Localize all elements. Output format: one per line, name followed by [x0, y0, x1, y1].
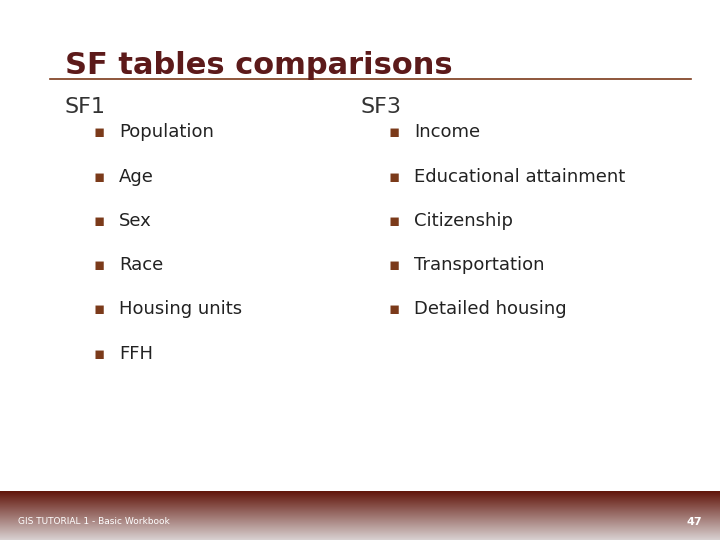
Text: ▪: ▪ [94, 300, 105, 319]
Text: ▪: ▪ [389, 300, 400, 319]
Text: SF3: SF3 [360, 97, 401, 117]
Text: ▪: ▪ [94, 123, 105, 141]
Text: SF1: SF1 [65, 97, 106, 117]
Text: ▪: ▪ [389, 167, 400, 186]
Text: Race: Race [119, 256, 163, 274]
Text: ▪: ▪ [389, 212, 400, 230]
Text: Educational attainment: Educational attainment [414, 167, 625, 186]
Text: ▪: ▪ [94, 167, 105, 186]
Text: Citizenship: Citizenship [414, 212, 513, 230]
Text: ▪: ▪ [389, 123, 400, 141]
Text: ▪: ▪ [94, 212, 105, 230]
Text: GIS TUTORIAL 1 - Basic Workbook: GIS TUTORIAL 1 - Basic Workbook [18, 517, 170, 526]
Text: ▪: ▪ [389, 256, 400, 274]
Text: Housing units: Housing units [119, 300, 242, 319]
Text: SF tables comparisons: SF tables comparisons [65, 51, 452, 80]
Text: Population: Population [119, 123, 214, 141]
Text: Detailed housing: Detailed housing [414, 300, 567, 319]
Text: FFH: FFH [119, 345, 153, 363]
Text: ▪: ▪ [94, 256, 105, 274]
Text: Transportation: Transportation [414, 256, 544, 274]
Text: 47: 47 [686, 517, 702, 526]
Text: Age: Age [119, 167, 153, 186]
Text: ▪: ▪ [94, 345, 105, 363]
Text: Sex: Sex [119, 212, 151, 230]
Text: Income: Income [414, 123, 480, 141]
